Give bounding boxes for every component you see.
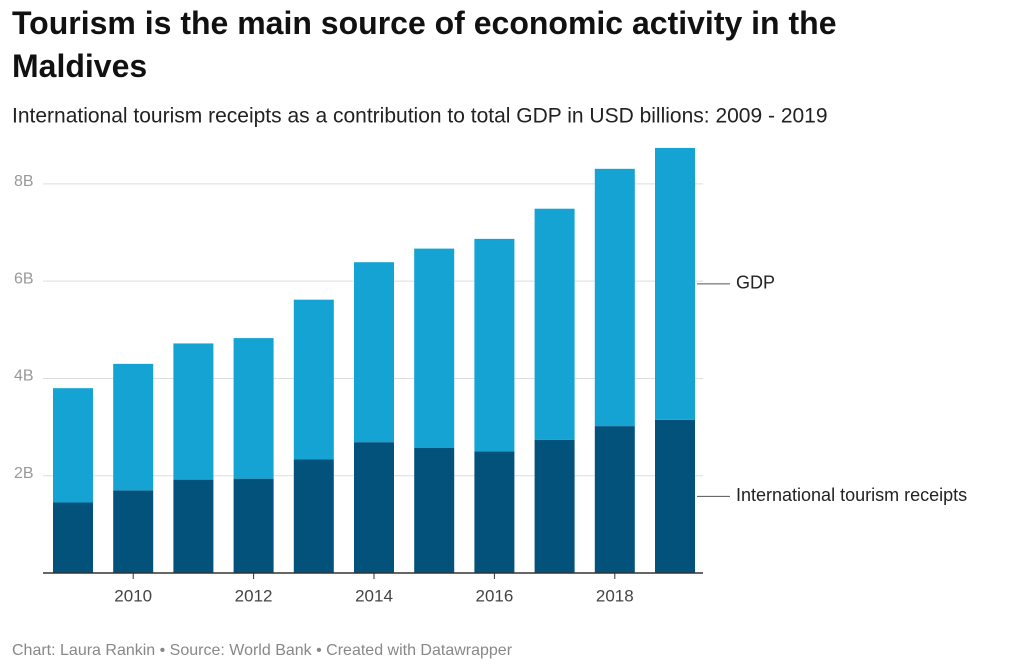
- bar-segment: [53, 388, 93, 503]
- bar-segment: [113, 490, 154, 573]
- bar-segment: [474, 451, 515, 573]
- chart-subtitle: International tourism receipts as a cont…: [12, 105, 828, 128]
- bar-segment: [53, 502, 93, 573]
- bar-segment: [594, 168, 635, 427]
- bar-segment: [113, 363, 154, 491]
- chart-source: Chart: Laura Rankin • Source: World Bank…: [12, 642, 513, 659]
- bar-segment: [173, 479, 214, 573]
- bar-segment: [233, 338, 274, 479]
- bar-segment: [173, 343, 214, 480]
- y-tick-label: 2B: [14, 465, 34, 482]
- x-tick-label: 2012: [235, 586, 273, 605]
- x-tick-label: 2010: [114, 586, 152, 605]
- bar-segment: [414, 448, 455, 573]
- bar-segment: [293, 299, 334, 460]
- bar-segment: [534, 439, 575, 573]
- x-tick-label: 2014: [355, 586, 393, 605]
- legend-label: International tourism receipts: [736, 485, 967, 505]
- bar-segment: [414, 248, 455, 449]
- bar-segment: [534, 208, 575, 440]
- bar-segment: [655, 147, 695, 420]
- bar-segment: [474, 238, 515, 452]
- x-tick-label: 2016: [475, 586, 513, 605]
- bar-segment: [354, 262, 394, 443]
- y-tick-label: 8B: [14, 173, 34, 190]
- chart-title: Tourism is the main source of economic a…: [12, 5, 837, 84]
- legend-label: GDP: [736, 273, 775, 293]
- bar-segment: [233, 478, 274, 573]
- title-box: Tourism is the main source of economic a…: [12, 5, 837, 84]
- y-tick-label: 4B: [14, 368, 34, 385]
- bar-segment: [293, 459, 334, 573]
- x-tick-label: 2018: [596, 586, 634, 605]
- bar-segment: [655, 419, 695, 573]
- bar-segment: [594, 426, 635, 573]
- y-tick-label: 6B: [14, 270, 34, 287]
- bar-segment: [354, 442, 394, 573]
